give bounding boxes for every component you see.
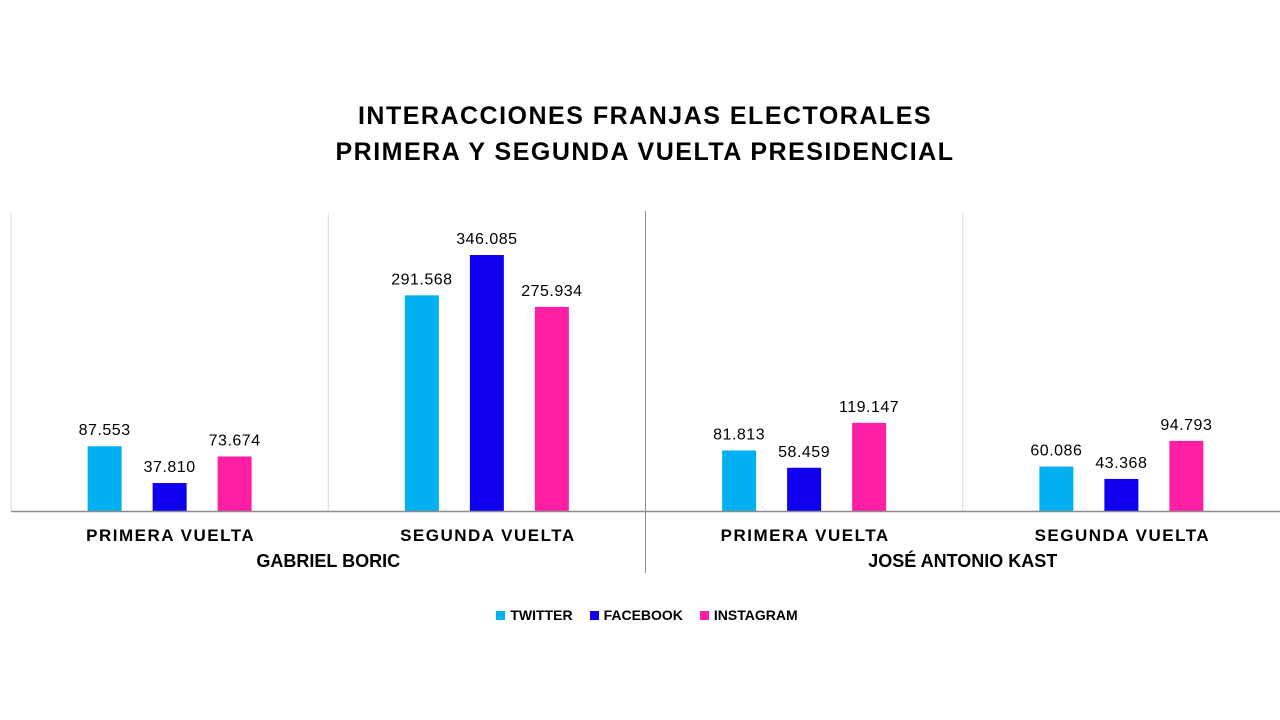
data-label-twitter-jose-antonio-kast-primera-vuelta: 81.813: [713, 426, 765, 443]
data-label-instagram-gabriel-boric-primera-vuelta: 73.674: [209, 433, 261, 450]
category-label-gabriel-boric-primera-vuelta: PRIMERA VUELTA: [86, 526, 255, 545]
category-label-gabriel-boric-segunda-vuelta: SEGUNDA VUELTA: [400, 526, 576, 545]
data-label-instagram-jose-antonio-kast-primera-vuelta: 119.147: [839, 399, 899, 416]
legend-item-instagram: INSTAGRAM: [699, 607, 798, 623]
bar-facebook-jose-antonio-kast-primera-vuelta: [787, 467, 822, 511]
bar-twitter-gabriel-boric-primera-vuelta: [87, 446, 122, 511]
bar-instagram-jose-antonio-kast-segunda-vuelta: [1169, 440, 1204, 511]
legend-item-twitter: TWITTER: [496, 607, 573, 623]
data-label-facebook-gabriel-boric-primera-vuelta: 37.810: [144, 459, 196, 476]
category-label-jose-antonio-kast-primera-vuelta: PRIMERA VUELTA: [721, 526, 890, 545]
data-label-instagram-gabriel-boric-segunda-vuelta: 275.934: [521, 283, 582, 300]
category-label-jose-antonio-kast-segunda-vuelta: SEGUNDA VUELTA: [1035, 526, 1211, 545]
legend-swatch-facebook: [589, 610, 599, 620]
legend-swatch-twitter: [496, 610, 506, 620]
data-label-facebook-jose-antonio-kast-segunda-vuelta: 43.368: [1095, 455, 1147, 472]
legend-label-facebook: FACEBOOK: [603, 607, 683, 623]
data-label-twitter-gabriel-boric-segunda-vuelta: 291.568: [391, 271, 452, 288]
data-label-facebook-jose-antonio-kast-primera-vuelta: 58.459: [778, 444, 830, 461]
legend-swatch-instagram: [699, 610, 709, 620]
legend-label-instagram: INSTAGRAM: [713, 607, 798, 623]
data-label-twitter-jose-antonio-kast-segunda-vuelta: 60.086: [1030, 443, 1082, 460]
data-label-instagram-jose-antonio-kast-segunda-vuelta: 94.793: [1160, 417, 1212, 434]
data-label-twitter-gabriel-boric-primera-vuelta: 87.553: [79, 422, 131, 439]
legend-item-facebook: FACEBOOK: [589, 607, 683, 623]
data-label-facebook-gabriel-boric-segunda-vuelta: 346.085: [456, 231, 517, 248]
legend-label-twitter: TWITTER: [510, 607, 573, 623]
group-label-jose-antonio-kast: JOSÉ ANTONIO KAST: [868, 550, 1057, 571]
chart-title-line-1: INTERACCIONES FRANJAS ELECTORALES: [357, 102, 933, 130]
bar-facebook-gabriel-boric-primera-vuelta: [152, 483, 187, 511]
bar-instagram-gabriel-boric-segunda-vuelta: [534, 306, 569, 511]
chart-legend: TWITTER FACEBOOK INSTAGRAM: [0, 607, 1280, 623]
bar-twitter-gabriel-boric-segunda-vuelta: [404, 295, 439, 511]
chart-title: INTERACCIONES FRANJAS ELECTORALES PRIMER…: [0, 98, 1280, 170]
bar-twitter-jose-antonio-kast-primera-vuelta: [722, 450, 757, 511]
chart-title-line-2: PRIMERA Y SEGUNDA VUELTA PRESIDENCIAL: [335, 138, 955, 166]
bar-twitter-jose-antonio-kast-segunda-vuelta: [1039, 466, 1074, 511]
bar-instagram-jose-antonio-kast-primera-vuelta: [852, 422, 887, 511]
bar-instagram-gabriel-boric-primera-vuelta: [217, 456, 252, 511]
group-label-gabriel-boric: GABRIEL BORIC: [256, 551, 400, 571]
bar-facebook-jose-antonio-kast-segunda-vuelta: [1104, 478, 1139, 511]
bar-facebook-gabriel-boric-segunda-vuelta: [469, 255, 504, 511]
